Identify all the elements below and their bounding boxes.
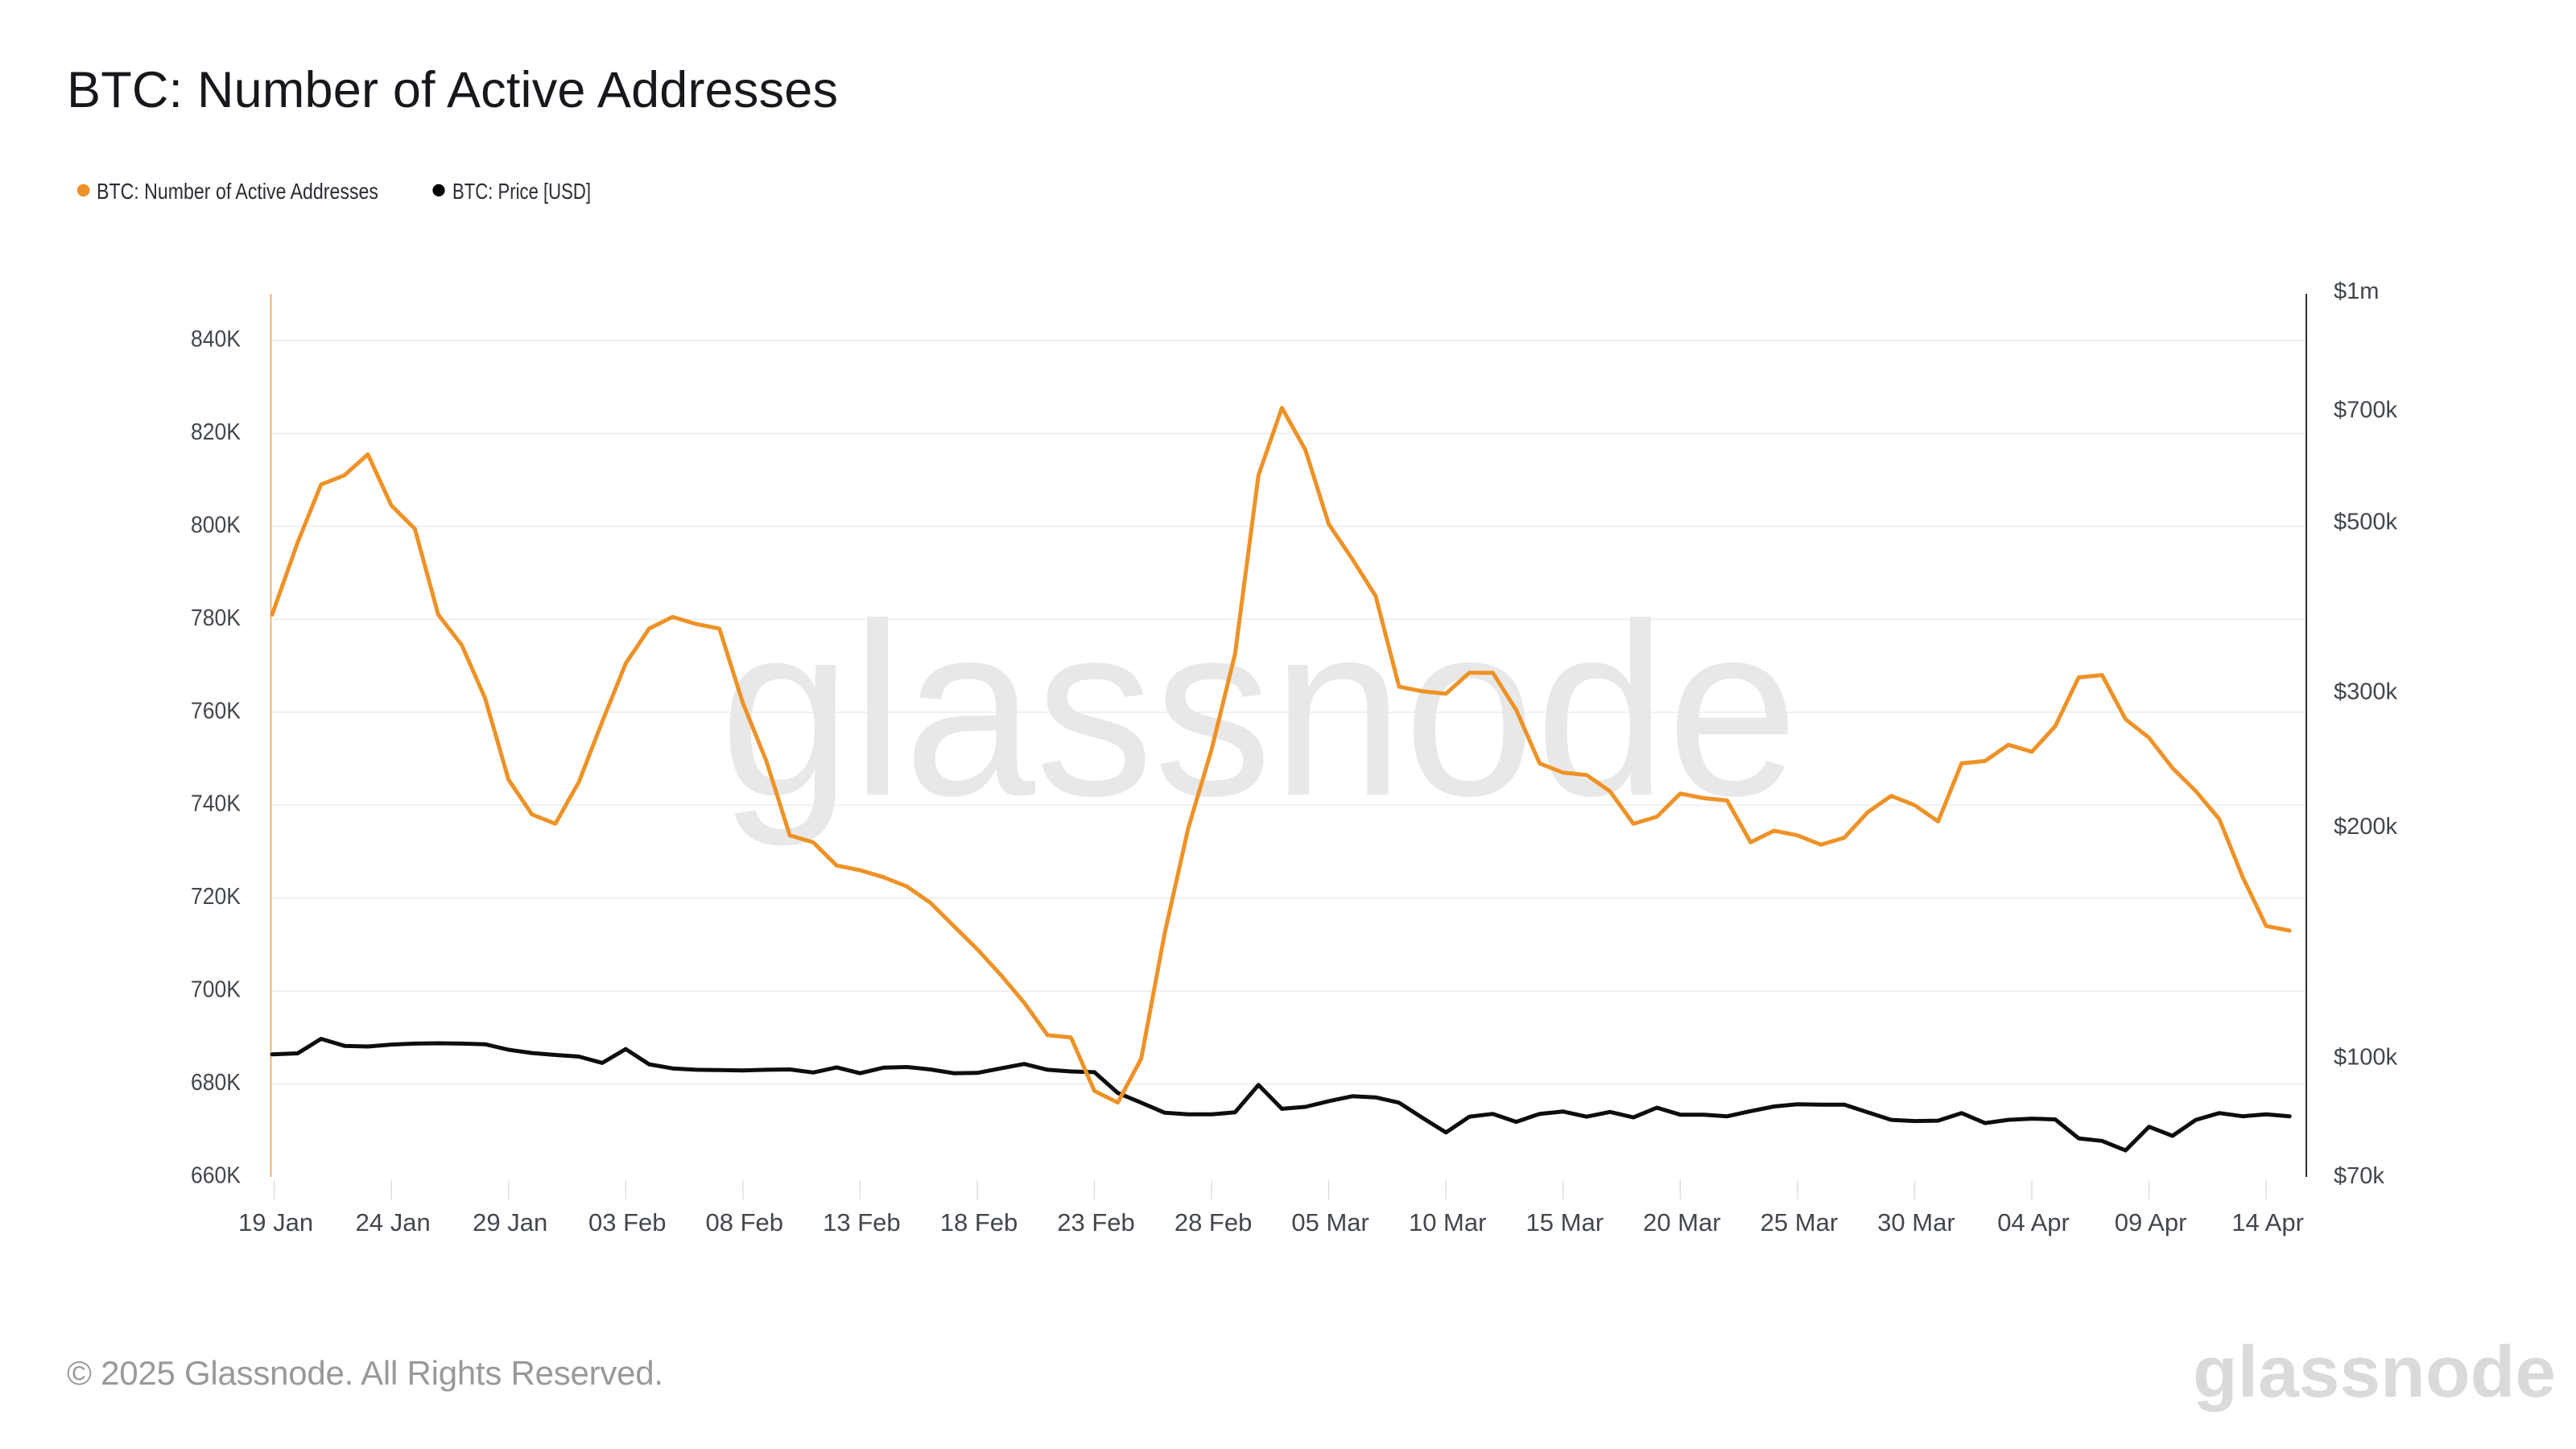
svg-text:BTC: Price [USD]: BTC: Price [USD] [452,179,591,204]
svg-text:29 Jan: 29 Jan [473,1208,547,1236]
svg-text:08 Feb: 08 Feb [706,1208,784,1236]
svg-text:04 Apr: 04 Apr [1997,1208,2070,1236]
svg-text:30 Mar: 30 Mar [1877,1208,1955,1236]
svg-text:24 Jan: 24 Jan [356,1208,431,1236]
svg-text:780K: 780K [191,605,242,631]
svg-text:09 Apr: 09 Apr [2115,1208,2187,1236]
svg-text:760K: 760K [191,698,242,724]
svg-text:BTC: Number of Active Addresse: BTC: Number of Active Addresses [97,179,378,204]
svg-text:glassnode: glassnode [2193,1332,2556,1413]
svg-text:18 Feb: 18 Feb [940,1208,1018,1236]
svg-text:$70k: $70k [2334,1163,2384,1189]
svg-text:14 Apr: 14 Apr [2231,1208,2304,1236]
svg-text:19 Jan: 19 Jan [238,1208,313,1236]
svg-text:13 Feb: 13 Feb [823,1208,901,1236]
svg-text:© 2025 Glassnode. All Rights R: © 2025 Glassnode. All Rights Reserved. [67,1354,663,1392]
svg-text:20 Mar: 20 Mar [1643,1208,1720,1236]
svg-text:840K: 840K [191,327,242,353]
svg-text:$500k: $500k [2334,510,2398,535]
svg-text:10 Mar: 10 Mar [1409,1208,1486,1236]
svg-text:03 Feb: 03 Feb [588,1208,667,1236]
svg-text:660K: 660K [191,1163,242,1189]
svg-text:28 Feb: 28 Feb [1174,1208,1253,1236]
svg-text:700K: 700K [191,977,242,1003]
svg-text:05 Mar: 05 Mar [1291,1208,1368,1236]
svg-text:23 Feb: 23 Feb [1057,1208,1135,1236]
svg-text:$1m: $1m [2334,279,2379,304]
svg-text:680K: 680K [191,1070,242,1096]
svg-text:$100k: $100k [2334,1045,2398,1071]
svg-text:15 Mar: 15 Mar [1526,1208,1604,1236]
svg-text:740K: 740K [191,791,242,817]
svg-text:25 Mar: 25 Mar [1761,1208,1838,1236]
svg-text:$700k: $700k [2334,398,2398,423]
svg-text:glassnode: glassnode [720,572,1798,848]
svg-text:$200k: $200k [2334,814,2398,840]
svg-text:720K: 720K [191,884,242,910]
svg-text:$300k: $300k [2334,679,2398,705]
svg-text:800K: 800K [191,512,242,538]
svg-text:820K: 820K [191,419,242,445]
svg-text:BTC: Number of Active Addresse: BTC: Number of Active Addresses [67,62,838,118]
